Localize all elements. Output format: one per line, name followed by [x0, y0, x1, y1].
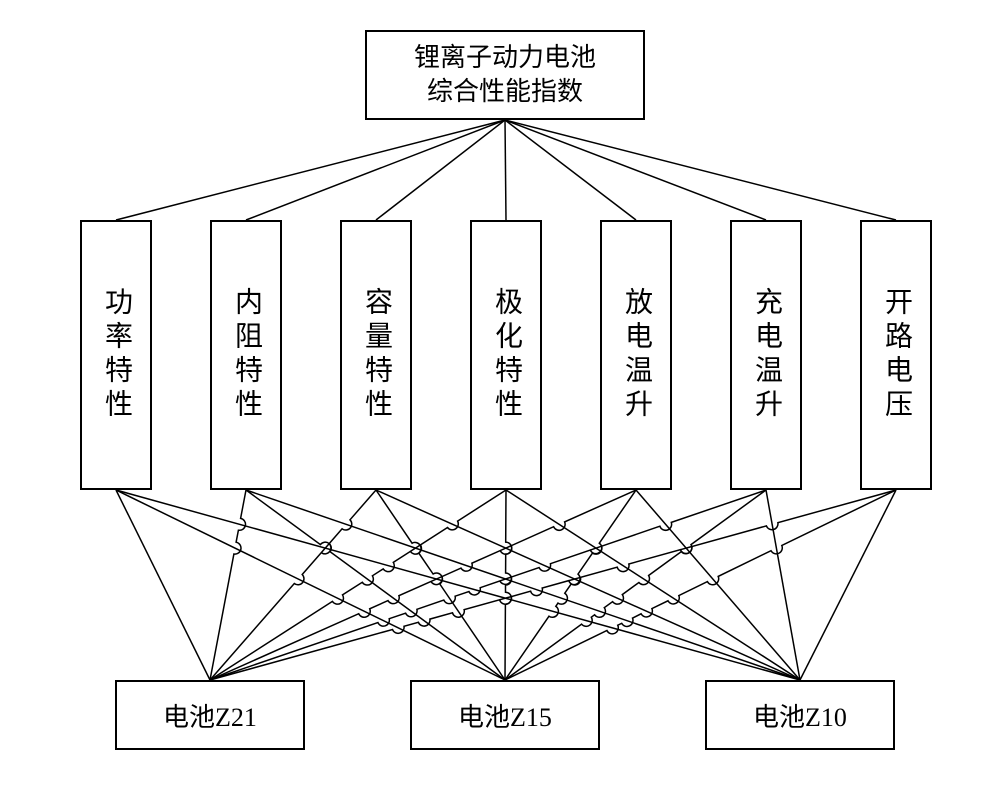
criteria-node: 充电温升	[730, 220, 802, 490]
criteria-label: 极化特性	[486, 287, 526, 423]
criteria-node: 内阻特性	[210, 220, 282, 490]
criteria-node: 容量特性	[340, 220, 412, 490]
criteria-node: 功率特性	[80, 220, 152, 490]
root-title-line1: 锂离子动力电池	[414, 41, 596, 75]
root-title-line2: 综合性能指数	[427, 75, 583, 109]
battery-label: 电池Z15	[458, 697, 552, 734]
battery-label: 电池Z10	[753, 697, 847, 734]
criteria-label: 容量特性	[356, 287, 396, 423]
battery-label: 电池Z21	[163, 697, 257, 734]
criteria-label: 功率特性	[96, 287, 136, 423]
criteria-label: 放电温升	[616, 287, 656, 423]
battery-node: 电池Z21	[115, 680, 305, 750]
criteria-node: 开路电压	[860, 220, 932, 490]
criteria-label: 内阻特性	[226, 287, 266, 423]
criteria-node: 极化特性	[470, 220, 542, 490]
battery-node: 电池Z10	[705, 680, 895, 750]
root-node: 锂离子动力电池综合性能指数	[365, 30, 645, 120]
criteria-label: 开路电压	[876, 287, 916, 423]
battery-node: 电池Z15	[410, 680, 600, 750]
criteria-node: 放电温升	[600, 220, 672, 490]
criteria-label: 充电温升	[746, 287, 786, 423]
